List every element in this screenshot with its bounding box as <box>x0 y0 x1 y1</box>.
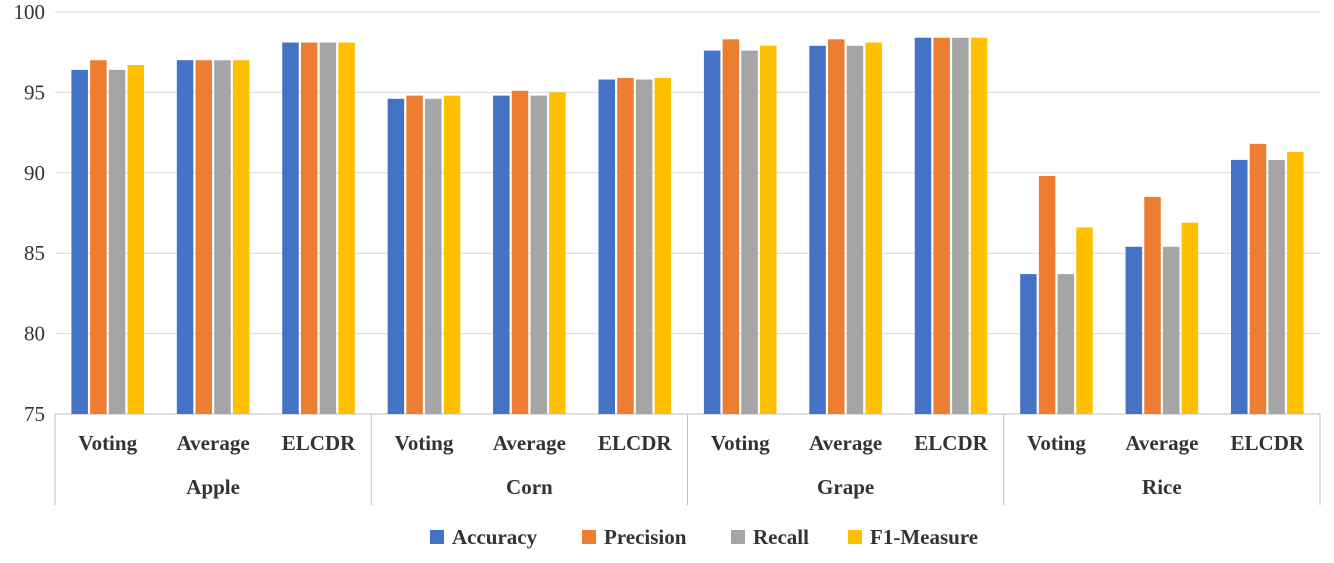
bar-recall <box>1162 246 1180 414</box>
bar-recall <box>635 79 653 414</box>
legend-swatch <box>430 530 444 544</box>
x-category-label: Voting <box>395 431 454 455</box>
legend-label: Precision <box>604 525 687 549</box>
bar-f1-measure <box>760 45 777 415</box>
x-group-label: Corn <box>506 475 553 499</box>
x-category-label: Average <box>1125 431 1198 455</box>
bar-precision <box>1038 176 1056 414</box>
bar-f1-measure <box>654 77 672 415</box>
bar-f1-measure <box>338 42 355 415</box>
x-group-label: Rice <box>1142 475 1182 499</box>
bar-f1-measure <box>1287 151 1304 414</box>
bar-recall <box>319 42 337 415</box>
bar-precision <box>406 95 423 415</box>
bar-precision <box>90 60 107 415</box>
bar-accuracy <box>176 60 194 415</box>
y-tick-label: 85 <box>24 241 45 265</box>
bar-accuracy <box>387 98 405 414</box>
x-category-label: Voting <box>1027 431 1086 455</box>
x-category-label: Average <box>177 431 250 455</box>
x-category-label: Average <box>809 431 882 455</box>
bar-recall <box>1268 159 1285 414</box>
legend-label: Accuracy <box>452 525 538 549</box>
bar-f1-measure <box>1181 222 1199 414</box>
bar-precision <box>195 60 213 415</box>
bar-precision <box>617 77 634 415</box>
x-category-label: ELCDR <box>598 431 672 455</box>
y-tick-label: 75 <box>24 402 45 426</box>
bar-accuracy <box>493 95 510 415</box>
bar-recall <box>1057 274 1075 414</box>
bar-f1-measure <box>232 60 250 415</box>
legend-label: Recall <box>753 525 809 549</box>
x-category-label: Voting <box>78 431 137 455</box>
bar-precision <box>722 39 740 415</box>
bar-f1-measure <box>127 65 145 414</box>
bar-accuracy <box>71 69 88 414</box>
bar-accuracy <box>703 50 721 415</box>
y-tick-label: 80 <box>24 322 45 346</box>
bar-f1-measure <box>865 42 882 415</box>
x-category-label: ELCDR <box>914 431 988 455</box>
bar-recall <box>425 98 442 414</box>
bar-recall <box>108 69 126 414</box>
bar-recall <box>846 45 864 415</box>
x-category-label: Average <box>493 431 566 455</box>
y-tick-label: 95 <box>24 80 45 104</box>
bar-f1-measure <box>549 92 566 415</box>
x-category-label: Voting <box>711 431 770 455</box>
bar-recall <box>952 37 969 414</box>
bar-f1-measure <box>443 95 461 415</box>
bar-accuracy <box>809 45 826 415</box>
x-category-label: ELCDR <box>1231 431 1305 455</box>
bar-accuracy <box>1020 274 1037 414</box>
legend-label: F1-Measure <box>870 525 978 549</box>
bar-accuracy <box>1125 246 1143 414</box>
bar-recall <box>741 50 758 415</box>
legend-swatch <box>848 530 862 544</box>
bar-precision <box>511 90 529 414</box>
y-tick-label: 90 <box>24 161 45 185</box>
x-category-label: ELCDR <box>282 431 356 455</box>
legend-swatch <box>731 530 745 544</box>
bar-f1-measure <box>970 37 988 414</box>
bar-precision <box>1249 143 1267 415</box>
bar-f1-measure <box>1076 227 1093 414</box>
legend-swatch <box>582 530 596 544</box>
bar-accuracy <box>914 37 932 414</box>
bar-precision <box>1144 196 1161 414</box>
bar-precision <box>300 42 318 415</box>
bar-recall <box>530 95 547 415</box>
y-tick-label: 100 <box>14 0 46 24</box>
bar-accuracy <box>282 42 299 415</box>
bar-recall <box>214 60 231 415</box>
bar-accuracy <box>598 79 615 414</box>
bar-accuracy <box>1230 159 1248 414</box>
x-group-label: Apple <box>186 475 240 499</box>
x-group-label: Grape <box>817 475 874 499</box>
bar-precision <box>828 39 845 415</box>
bar-precision <box>933 37 950 414</box>
